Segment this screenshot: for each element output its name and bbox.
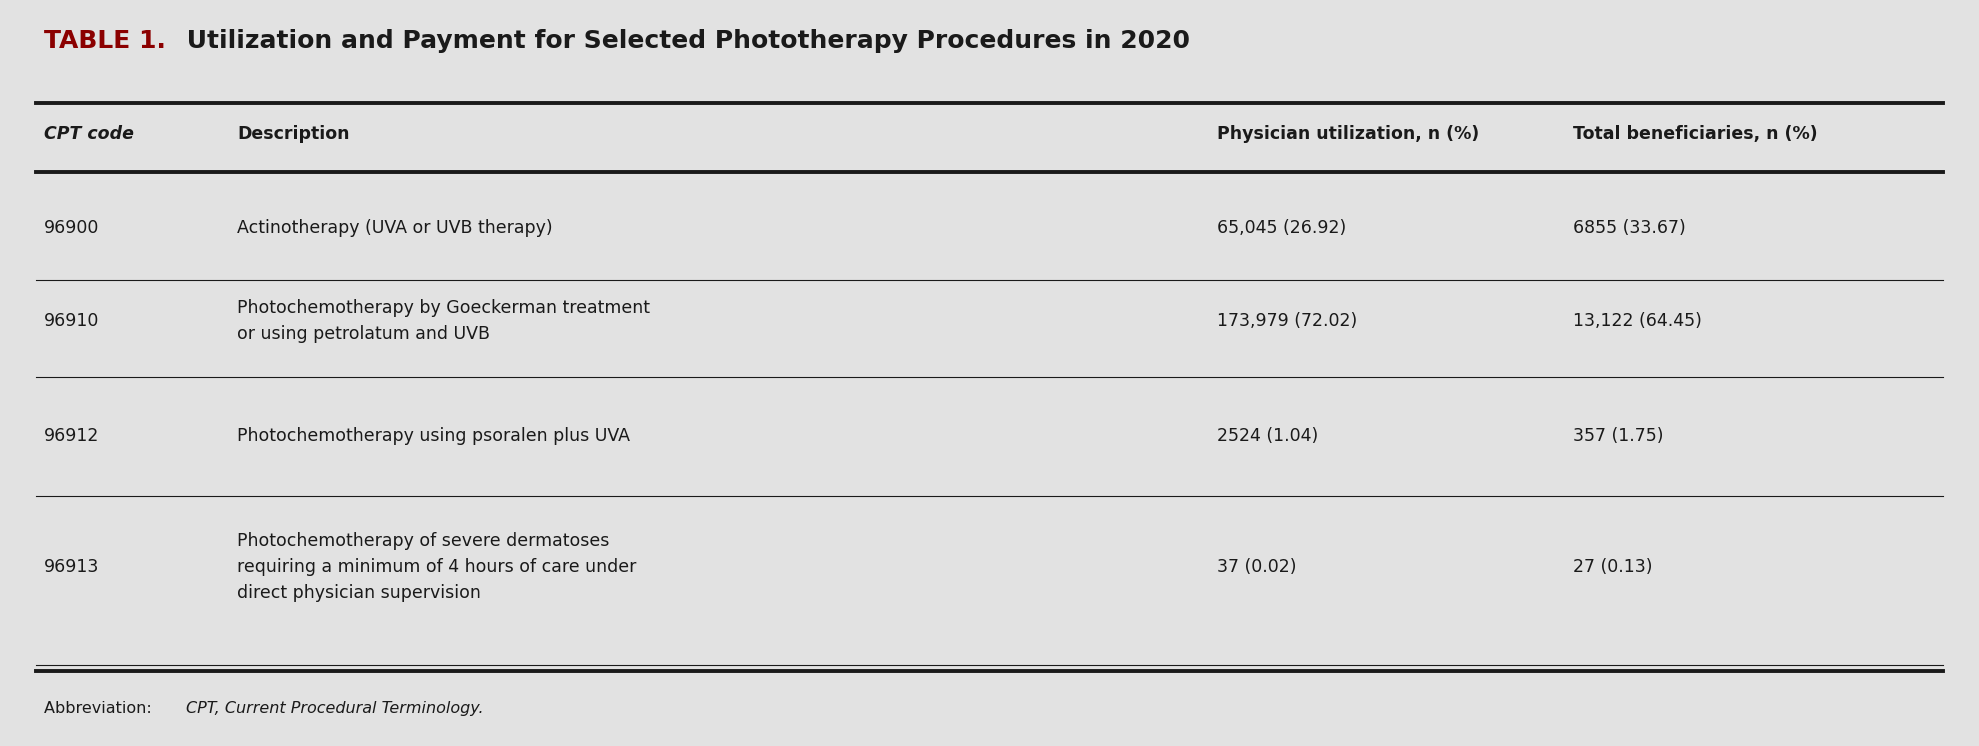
Text: 2524 (1.04): 2524 (1.04) [1217,427,1318,445]
Text: Actinotherapy (UVA or UVB therapy): Actinotherapy (UVA or UVB therapy) [237,219,552,236]
Text: Abbreviation:: Abbreviation: [44,701,156,716]
Text: 13,122 (64.45): 13,122 (64.45) [1573,312,1702,330]
Text: Photochemotherapy by Goeckerman treatment
or using petrolatum and UVB: Photochemotherapy by Goeckerman treatmen… [237,298,651,343]
Text: Photochemotherapy using psoralen plus UVA: Photochemotherapy using psoralen plus UV… [237,427,631,445]
Text: 65,045 (26.92): 65,045 (26.92) [1217,219,1346,236]
Text: 96910: 96910 [44,312,99,330]
Text: Utilization and Payment for Selected Phototherapy Procedures in 2020: Utilization and Payment for Selected Pho… [178,29,1189,53]
Text: Physician utilization, n (%): Physician utilization, n (%) [1217,125,1480,143]
Text: 27 (0.13): 27 (0.13) [1573,558,1652,576]
Text: Description: Description [237,125,350,143]
Text: 357 (1.75): 357 (1.75) [1573,427,1664,445]
Text: 6855 (33.67): 6855 (33.67) [1573,219,1686,236]
Text: 173,979 (72.02): 173,979 (72.02) [1217,312,1358,330]
Text: Total beneficiaries, n (%): Total beneficiaries, n (%) [1573,125,1819,143]
Text: TABLE 1.: TABLE 1. [44,29,166,53]
Text: Photochemotherapy of severe dermatoses
requiring a minimum of 4 hours of care un: Photochemotherapy of severe dermatoses r… [237,532,637,602]
Text: 96912: 96912 [44,427,99,445]
Text: 37 (0.02): 37 (0.02) [1217,558,1296,576]
Text: 96913: 96913 [44,558,99,576]
Text: CPT code: CPT code [44,125,133,143]
Text: 96900: 96900 [44,219,99,236]
Text: CPT, Current Procedural Terminology.: CPT, Current Procedural Terminology. [186,701,483,716]
